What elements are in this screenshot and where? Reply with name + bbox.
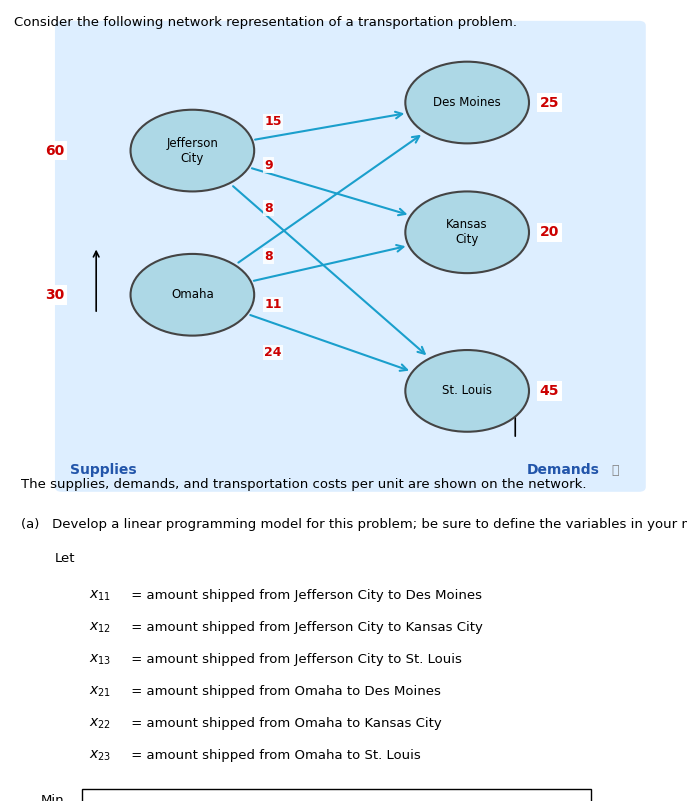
Text: Kansas
City: Kansas City <box>447 219 488 246</box>
Text: $\mathit{x_{12}}$: $\mathit{x_{12}}$ <box>89 621 111 635</box>
Text: = amount shipped from Omaha to St. Louis: = amount shipped from Omaha to St. Louis <box>127 749 421 762</box>
Text: $\mathit{x_{22}}$: $\mathit{x_{22}}$ <box>89 717 111 731</box>
Text: 45: 45 <box>540 384 559 398</box>
Text: $15x_{11} + 9x_{12} + 8x_{13} + 8x_{21} + 11x_{22} + 24x_{23}$: $15x_{11} + 9x_{12} + 8x_{13} + 8x_{21} … <box>177 800 497 801</box>
Text: 24: 24 <box>264 346 282 359</box>
Text: = amount shipped from Omaha to Des Moines: = amount shipped from Omaha to Des Moine… <box>127 685 441 698</box>
Text: = amount shipped from Omaha to Kansas City: = amount shipped from Omaha to Kansas Ci… <box>127 717 442 730</box>
Text: = amount shipped from Jefferson City to Kansas City: = amount shipped from Jefferson City to … <box>127 621 483 634</box>
Text: = amount shipped from Jefferson City to Des Moines: = amount shipped from Jefferson City to … <box>127 589 482 602</box>
Text: $\mathit{x_{21}}$: $\mathit{x_{21}}$ <box>89 685 111 699</box>
Text: 8: 8 <box>264 202 273 215</box>
Text: Supplies: Supplies <box>70 464 136 477</box>
FancyBboxPatch shape <box>82 789 591 801</box>
Text: Demands: Demands <box>527 464 600 477</box>
Text: Min: Min <box>41 795 65 801</box>
Text: 20: 20 <box>540 225 559 239</box>
Text: 9: 9 <box>264 159 273 171</box>
Text: 11: 11 <box>264 298 282 311</box>
Text: 8: 8 <box>264 250 273 263</box>
Text: Jefferson
City: Jefferson City <box>166 137 218 164</box>
Text: St. Louis: St. Louis <box>442 384 492 397</box>
Text: The supplies, demands, and transportation costs per unit are shown on the networ: The supplies, demands, and transportatio… <box>21 478 586 491</box>
Text: Consider the following network representation of a transportation problem.: Consider the following network represent… <box>14 16 517 29</box>
Ellipse shape <box>405 191 529 273</box>
Text: 25: 25 <box>540 95 559 110</box>
Ellipse shape <box>405 350 529 432</box>
Ellipse shape <box>405 62 529 143</box>
Text: $\mathit{x_{13}}$: $\mathit{x_{13}}$ <box>89 653 111 667</box>
Text: Omaha: Omaha <box>171 288 214 301</box>
Text: 30: 30 <box>45 288 65 302</box>
Text: 15: 15 <box>264 115 282 128</box>
Ellipse shape <box>131 254 254 336</box>
Text: Let: Let <box>55 552 76 565</box>
Text: = amount shipped from Jefferson City to St. Louis: = amount shipped from Jefferson City to … <box>127 653 462 666</box>
FancyBboxPatch shape <box>55 21 646 492</box>
Text: 60: 60 <box>45 143 65 158</box>
Text: $\mathit{x_{11}}$: $\mathit{x_{11}}$ <box>89 589 111 603</box>
Ellipse shape <box>131 110 254 191</box>
Text: $\mathit{x_{23}}$: $\mathit{x_{23}}$ <box>89 749 111 763</box>
Text: Des Moines: Des Moines <box>433 96 501 109</box>
Text: (a)   Develop a linear programming model for this problem; be sure to define the: (a) Develop a linear programming model f… <box>21 518 687 531</box>
Text: ⓘ: ⓘ <box>611 465 618 477</box>
